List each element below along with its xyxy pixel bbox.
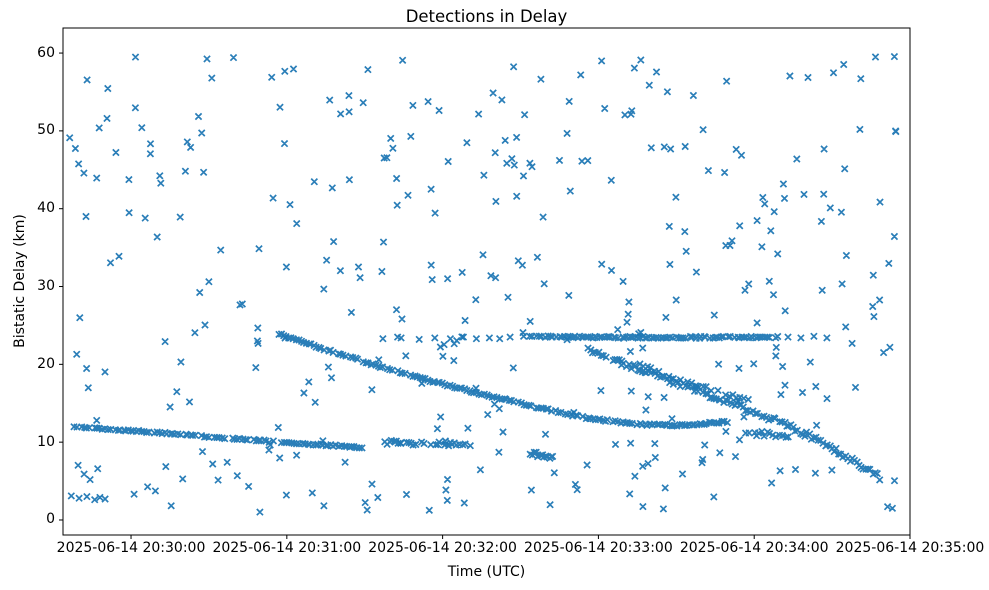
y-tick-label-0: 0 — [46, 511, 55, 528]
series-cluster-low-left — [67, 492, 109, 504]
detections-layer — [65, 52, 900, 516]
x-tick-label-0: 2025-06-14 20:30:00 — [56, 540, 206, 556]
x-tick-label-3: 2025-06-14 20:33:00 — [524, 540, 673, 556]
series-cluster-11km — [741, 427, 792, 442]
series-target-track-3-echo — [636, 360, 753, 404]
series-ridge-sparse-lead — [379, 333, 514, 344]
x-tick-label-4: 2025-06-14 20:34:00 — [679, 540, 829, 556]
x-tick-label-1: 2025-06-14 20:31:00 — [212, 540, 362, 556]
series-cluster-8km — [526, 448, 557, 463]
y-tick-label-1: 10 — [37, 433, 55, 450]
series-target-track-1 — [70, 423, 366, 452]
series-ridge-sparse-tail — [784, 332, 831, 342]
axis-ticks — [59, 52, 911, 539]
y-tick-label-2: 20 — [37, 355, 55, 372]
y-tick-label-4: 40 — [37, 200, 55, 217]
y-tick-label-5: 50 — [37, 122, 55, 139]
series-target-track-3 — [584, 344, 884, 484]
y-tick-label-3: 30 — [37, 278, 55, 295]
series-ridge-constant-delay — [519, 332, 782, 343]
x-tick-label-2: 2025-06-14 20:32:00 — [368, 540, 517, 556]
series-clutter — [65, 52, 900, 516]
x-tick-label-5: 2025-06-14 20:35:00 — [835, 540, 985, 556]
series-target-track-1-fading — [381, 436, 475, 450]
y-tick-label-6: 60 — [37, 44, 55, 61]
x-axis-label: Time (UTC) — [447, 564, 526, 580]
chart-title: Detections in Delay — [405, 7, 568, 26]
axes-spines — [62, 27, 911, 536]
series-target-track-2 — [275, 330, 732, 430]
